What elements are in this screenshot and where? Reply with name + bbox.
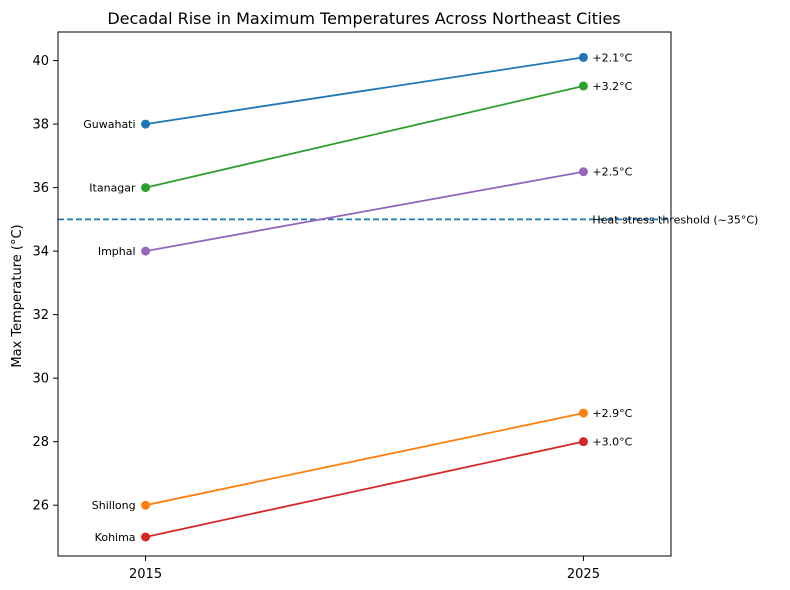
change-label: +2.5°C [592, 166, 632, 179]
threshold-label: Heat stress threshold (~35°C) [592, 213, 758, 226]
change-label: +3.2°C [592, 80, 632, 93]
change-label: +3.0°C [592, 436, 632, 449]
y-tick-label: 34 [32, 245, 49, 260]
data-point [578, 408, 588, 418]
y-tick-label: 28 [32, 435, 49, 450]
y-tick-label: 38 [32, 118, 49, 133]
data-point [141, 500, 151, 510]
series-line-itanagar [145, 85, 584, 189]
change-label: +2.1°C [592, 51, 632, 64]
x-tick-label: 2015 [129, 567, 162, 582]
series-line-imphal [145, 170, 584, 253]
change-label: +2.9°C [592, 407, 632, 420]
y-tick-label: 32 [32, 308, 49, 323]
data-point [141, 183, 151, 193]
plot-frame [57, 31, 672, 557]
data-point [578, 167, 588, 177]
city-label: Imphal [98, 245, 136, 258]
city-label: Itanagar [89, 182, 136, 195]
data-point [141, 119, 151, 129]
chart-title: Decadal Rise in Maximum Temperatures Acr… [107, 9, 620, 28]
data-point [141, 246, 151, 256]
city-label: Shillong [92, 499, 136, 512]
x-tick-label: 2025 [567, 567, 600, 582]
y-tick-label: 36 [32, 181, 49, 196]
data-point [578, 81, 588, 91]
data-point [578, 52, 588, 62]
plot-area: Guwahati +2.1°C Shillong +2.9°C Itanagar +3.2… [32, 31, 758, 582]
series-line-shillong [145, 412, 584, 507]
y-axis-label: Max Temperature (°C) [10, 224, 25, 367]
city-label: Guwahati [83, 118, 135, 131]
series-line-guwahati [145, 56, 584, 125]
data-point [578, 437, 588, 447]
data-point [141, 532, 151, 542]
y-tick-label: 40 [32, 54, 49, 69]
y-tick-label: 30 [32, 372, 49, 387]
series-line-kohima [145, 440, 584, 538]
city-label: Kohima [95, 531, 136, 544]
y-tick-label: 26 [32, 499, 49, 514]
